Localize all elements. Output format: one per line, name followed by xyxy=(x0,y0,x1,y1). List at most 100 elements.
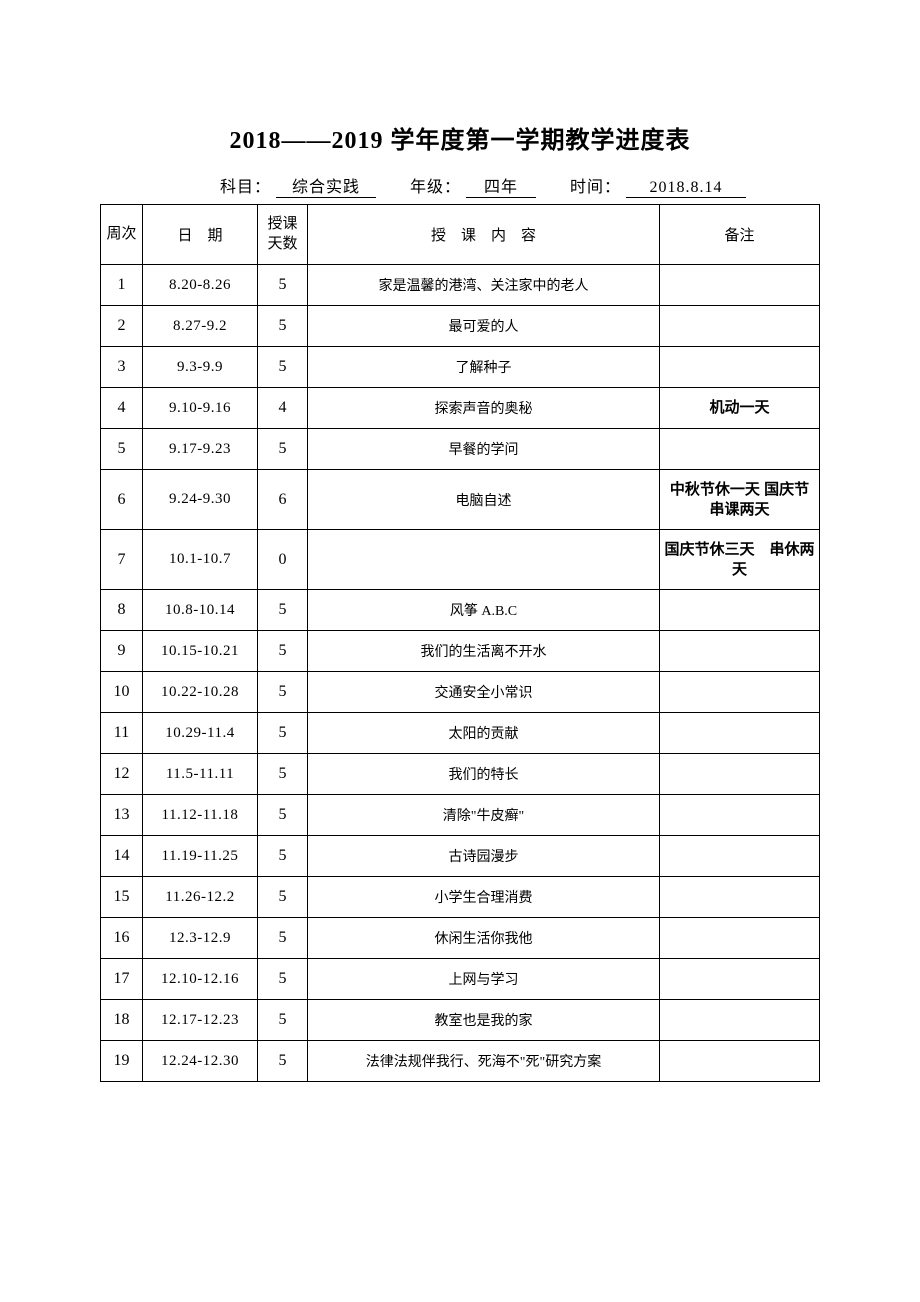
cell-date: 11.26-12.2 xyxy=(143,877,258,918)
schedule-table: 周次 日 期 授课天数 授 课 内 容 备注 18.20-8.265家是温馨的港… xyxy=(100,204,820,1082)
cell-week: 11 xyxy=(101,713,143,754)
cell-days: 4 xyxy=(258,388,308,429)
table-row: 1912.24-12.305法律法规伴我行、死海不"死"研究方案 xyxy=(101,1041,820,1082)
cell-days: 5 xyxy=(258,795,308,836)
cell-days: 5 xyxy=(258,265,308,306)
cell-content xyxy=(308,530,660,590)
cell-date: 10.22-10.28 xyxy=(143,672,258,713)
cell-week: 9 xyxy=(101,631,143,672)
cell-days: 5 xyxy=(258,1041,308,1082)
table-row: 1110.29-11.45太阳的贡献 xyxy=(101,713,820,754)
table-row: 1211.5-11.115我们的特长 xyxy=(101,754,820,795)
cell-date: 12.24-12.30 xyxy=(143,1041,258,1082)
cell-remark xyxy=(660,672,820,713)
table-row: 49.10-9.164探索声音的奥秘机动一天 xyxy=(101,388,820,429)
cell-date: 10.29-11.4 xyxy=(143,713,258,754)
cell-content: 我们的特长 xyxy=(308,754,660,795)
cell-week: 17 xyxy=(101,959,143,1000)
header-content: 授 课 内 容 xyxy=(308,205,660,265)
cell-content: 早餐的学问 xyxy=(308,429,660,470)
table-row: 1010.22-10.285交通安全小常识 xyxy=(101,672,820,713)
grade-value: 四年 xyxy=(466,173,536,198)
cell-week: 10 xyxy=(101,672,143,713)
cell-content: 电脑自述 xyxy=(308,470,660,530)
table-row: 18.20-8.265家是温馨的港湾、关注家中的老人 xyxy=(101,265,820,306)
cell-remark xyxy=(660,1000,820,1041)
cell-date: 12.10-12.16 xyxy=(143,959,258,1000)
cell-remark xyxy=(660,306,820,347)
cell-remark xyxy=(660,959,820,1000)
cell-days: 5 xyxy=(258,959,308,1000)
cell-remark xyxy=(660,590,820,631)
cell-week: 19 xyxy=(101,1041,143,1082)
cell-week: 13 xyxy=(101,795,143,836)
table-row: 710.1-10.70国庆节休三天 串休两天 xyxy=(101,530,820,590)
cell-remark xyxy=(660,347,820,388)
cell-date: 9.10-9.16 xyxy=(143,388,258,429)
table-row: 1511.26-12.25小学生合理消费 xyxy=(101,877,820,918)
cell-date: 10.8-10.14 xyxy=(143,590,258,631)
cell-date: 9.24-9.30 xyxy=(143,470,258,530)
cell-week: 15 xyxy=(101,877,143,918)
cell-content: 古诗园漫步 xyxy=(308,836,660,877)
cell-content: 小学生合理消费 xyxy=(308,877,660,918)
table-row: 1712.10-12.165上网与学习 xyxy=(101,959,820,1000)
cell-week: 6 xyxy=(101,470,143,530)
cell-week: 5 xyxy=(101,429,143,470)
table-row: 1812.17-12.235教室也是我的家 xyxy=(101,1000,820,1041)
cell-remark: 机动一天 xyxy=(660,388,820,429)
cell-days: 5 xyxy=(258,590,308,631)
cell-remark xyxy=(660,795,820,836)
table-row: 1311.12-11.185清除"牛皮癣" xyxy=(101,795,820,836)
table-row: 810.8-10.145风筝 A.B.C xyxy=(101,590,820,631)
cell-date: 11.5-11.11 xyxy=(143,754,258,795)
time-value: 2018.8.14 xyxy=(626,179,746,198)
cell-date: 10.1-10.7 xyxy=(143,530,258,590)
cell-days: 5 xyxy=(258,347,308,388)
cell-week: 1 xyxy=(101,265,143,306)
cell-date: 12.17-12.23 xyxy=(143,1000,258,1041)
cell-remark xyxy=(660,265,820,306)
cell-week: 12 xyxy=(101,754,143,795)
cell-week: 7 xyxy=(101,530,143,590)
grade-label: 年级： xyxy=(410,179,461,196)
time-label: 时间： xyxy=(570,179,621,196)
meta-row: 科目： 综合实践 年级： 四年 时间： 2018.8.14 xyxy=(100,173,820,198)
cell-days: 5 xyxy=(258,631,308,672)
table-row: 28.27-9.25最可爱的人 xyxy=(101,306,820,347)
cell-date: 8.20-8.26 xyxy=(143,265,258,306)
page-title: 2018——2019 学年度第一学期教学进度表 xyxy=(100,120,820,155)
cell-days: 5 xyxy=(258,306,308,347)
header-week: 周次 xyxy=(101,205,143,265)
cell-days: 5 xyxy=(258,918,308,959)
header-date: 日 期 xyxy=(143,205,258,265)
table-row: 39.3-9.95了解种子 xyxy=(101,347,820,388)
cell-days: 5 xyxy=(258,713,308,754)
cell-content: 我们的生活离不开水 xyxy=(308,631,660,672)
cell-date: 9.3-9.9 xyxy=(143,347,258,388)
cell-days: 5 xyxy=(258,877,308,918)
cell-date: 10.15-10.21 xyxy=(143,631,258,672)
cell-content: 探索声音的奥秘 xyxy=(308,388,660,429)
cell-date: 9.17-9.23 xyxy=(143,429,258,470)
table-row: 1612.3-12.95休闲生活你我他 xyxy=(101,918,820,959)
cell-week: 18 xyxy=(101,1000,143,1041)
cell-content: 教室也是我的家 xyxy=(308,1000,660,1041)
cell-remark: 国庆节休三天 串休两天 xyxy=(660,530,820,590)
cell-content: 交通安全小常识 xyxy=(308,672,660,713)
cell-content: 最可爱的人 xyxy=(308,306,660,347)
table-header-row: 周次 日 期 授课天数 授 课 内 容 备注 xyxy=(101,205,820,265)
cell-week: 8 xyxy=(101,590,143,631)
header-days: 授课天数 xyxy=(258,205,308,265)
cell-content: 家是温馨的港湾、关注家中的老人 xyxy=(308,265,660,306)
cell-week: 3 xyxy=(101,347,143,388)
cell-date: 11.19-11.25 xyxy=(143,836,258,877)
cell-days: 5 xyxy=(258,429,308,470)
cell-content: 太阳的贡献 xyxy=(308,713,660,754)
cell-content: 上网与学习 xyxy=(308,959,660,1000)
cell-week: 4 xyxy=(101,388,143,429)
subject-label: 科目： xyxy=(220,179,271,196)
cell-week: 2 xyxy=(101,306,143,347)
cell-remark xyxy=(660,754,820,795)
cell-days: 5 xyxy=(258,754,308,795)
